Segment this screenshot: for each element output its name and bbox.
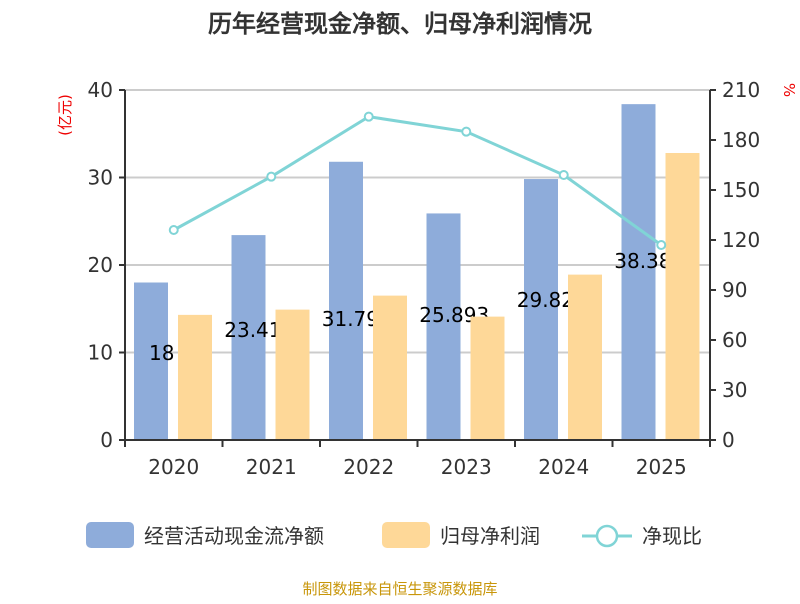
bar-profit bbox=[275, 309, 310, 440]
data-label-cashflow: 18 bbox=[149, 341, 174, 365]
source-note: 制图数据来自恒生聚源数据库 bbox=[302, 580, 497, 598]
x-tick-label: 2021 bbox=[246, 455, 297, 479]
x-tick-label: 2020 bbox=[148, 455, 199, 479]
point-ratio bbox=[266, 171, 277, 182]
left-tick-label: 20 bbox=[88, 253, 113, 277]
legend-swatch-profit bbox=[382, 522, 430, 548]
point-ratio bbox=[168, 225, 179, 235]
legend-swatch-cashflow bbox=[86, 522, 134, 548]
left-tick-label: 40 bbox=[88, 78, 113, 102]
legend: 经营活动现金流净额 归母净利润 净现比 bbox=[86, 522, 702, 548]
right-tick-label: 90 bbox=[722, 278, 747, 302]
legend-marker-ratio bbox=[595, 524, 619, 548]
right-tick-label: 30 bbox=[722, 378, 747, 402]
left-tick-label: 30 bbox=[88, 166, 113, 190]
left-tick-label: 10 bbox=[88, 341, 113, 365]
x-tick-label: 2024 bbox=[538, 455, 589, 479]
point-ratio bbox=[363, 111, 374, 122]
x-tick-label: 2022 bbox=[343, 455, 394, 479]
right-tick-label: 210 bbox=[722, 78, 760, 102]
right-tick-label: 120 bbox=[722, 228, 760, 252]
bar-cashflow bbox=[524, 179, 558, 440]
line-ratio bbox=[173, 115, 663, 247]
right-tick-label: 0 bbox=[722, 428, 735, 452]
bar-profit bbox=[568, 274, 602, 440]
bar-cashflow bbox=[134, 282, 168, 440]
bar-profit bbox=[665, 153, 700, 440]
left-axis-label: (亿元) bbox=[56, 94, 74, 136]
bar-profit bbox=[470, 316, 505, 440]
bar-cashflow bbox=[426, 213, 461, 440]
bar-cashflow bbox=[231, 235, 266, 440]
legend-label-profit: 归母净利润 bbox=[440, 524, 540, 548]
point-ratio bbox=[656, 240, 667, 250]
legend-label-ratio: 净现比 bbox=[642, 524, 702, 548]
bar-cashflow bbox=[621, 104, 656, 441]
point-ratio bbox=[558, 170, 569, 180]
x-tick-label: 2025 bbox=[636, 455, 687, 479]
point-ratio bbox=[461, 126, 472, 137]
right-axis-label: % bbox=[780, 83, 798, 97]
left-tick-label: 0 bbox=[100, 428, 113, 452]
bar-profit bbox=[178, 314, 212, 440]
bar-profit bbox=[373, 295, 407, 440]
right-tick-label: 60 bbox=[722, 328, 747, 352]
bar-cashflow bbox=[329, 161, 363, 440]
chart-title: 历年经营现金净额、归母净利润情况 bbox=[208, 10, 592, 38]
x-tick-label: 2023 bbox=[441, 455, 492, 479]
right-tick-label: 150 bbox=[722, 178, 760, 202]
right-tick-label: 180 bbox=[722, 128, 760, 152]
legend-label-cashflow: 经营活动现金流净额 bbox=[144, 524, 324, 548]
